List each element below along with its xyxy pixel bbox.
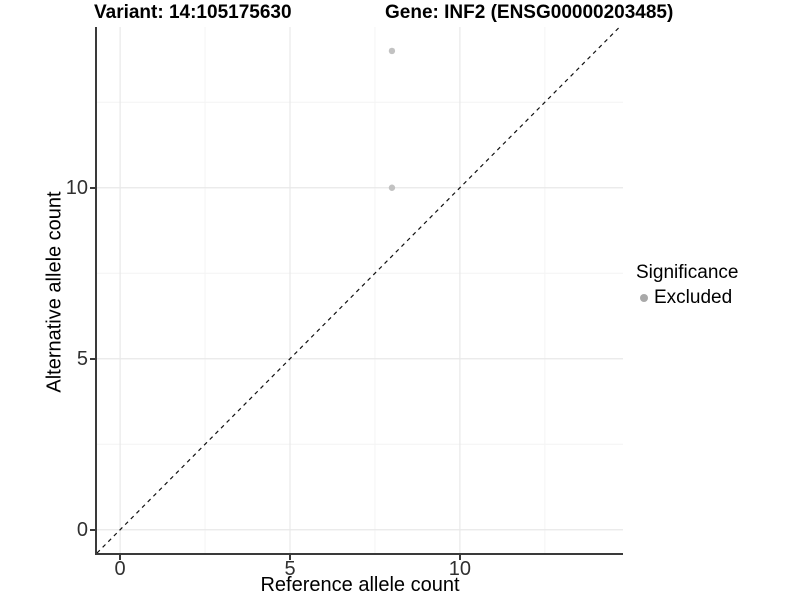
x-tick-label: 5 [284, 558, 296, 580]
data-point [388, 184, 396, 191]
y-tick-label: 10 [65, 176, 88, 199]
y-axis-title: Alternative allele count [43, 191, 66, 393]
x-tick-label: 0 [114, 558, 126, 580]
excluded-point-icon [640, 294, 648, 302]
x-tick-label: 10 [448, 558, 472, 580]
plot-panel [95, 27, 623, 555]
x-tick-mark [289, 555, 291, 560]
legend-item-excluded: Excluded [636, 287, 738, 309]
plot-canvas [97, 27, 623, 553]
x-tick-mark [119, 555, 122, 560]
y-tick-mark [90, 186, 95, 189]
y-tick-mark [90, 357, 95, 360]
data-point [388, 47, 396, 55]
legend: Significance Excluded [636, 262, 738, 309]
y-tick-label: 5 [76, 347, 88, 370]
identity-dashed-line [97, 27, 621, 553]
y-tick-mark [90, 528, 95, 531]
y-tick-label: 0 [76, 518, 88, 541]
x-tick-mark [458, 555, 461, 560]
x-axis-title: Reference allele count [260, 574, 460, 596]
variant-title: Variant: 14:105175630 [94, 2, 292, 23]
legend-item-label: Excluded [654, 287, 733, 308]
gene-title: Gene: INF2 (ENSG00000203485) [385, 2, 674, 23]
legend-title: Significance [636, 262, 739, 283]
